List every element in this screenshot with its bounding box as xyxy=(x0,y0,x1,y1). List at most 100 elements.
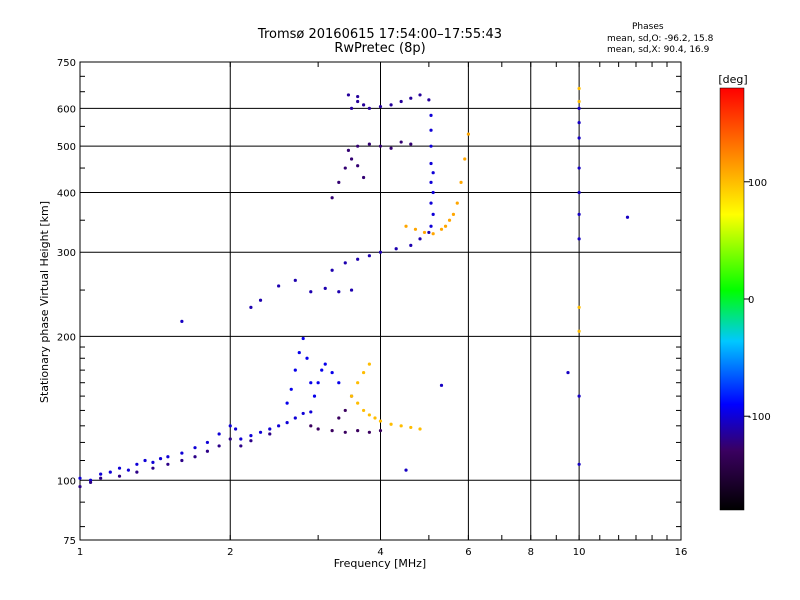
data-point xyxy=(367,430,371,434)
data-point xyxy=(356,401,360,405)
data-point xyxy=(577,136,581,140)
data-point xyxy=(323,362,327,366)
data-point xyxy=(330,370,334,375)
data-point xyxy=(439,383,444,387)
x-tick-label: 8 xyxy=(528,547,534,558)
data-point xyxy=(78,485,82,489)
data-point xyxy=(577,329,581,333)
data-point xyxy=(234,427,238,431)
data-point xyxy=(268,432,272,436)
data-point xyxy=(158,457,163,461)
data-point xyxy=(88,480,93,484)
data-point xyxy=(577,237,581,241)
data-point xyxy=(180,319,184,323)
data-point xyxy=(316,381,320,385)
data-point xyxy=(117,474,122,478)
x-axis-label: Frequency [MHz] xyxy=(334,557,426,570)
data-point xyxy=(205,449,210,453)
data-point xyxy=(566,370,570,375)
data-point xyxy=(409,96,413,100)
data-point xyxy=(337,381,341,385)
x-tick-label: 6 xyxy=(465,547,471,558)
colorbar-tick-label: 100 xyxy=(748,178,767,189)
data-point xyxy=(577,86,581,91)
data-point xyxy=(429,128,433,132)
data-point xyxy=(258,430,263,434)
data-point xyxy=(356,144,360,148)
data-point xyxy=(268,427,272,431)
data-point xyxy=(337,290,341,294)
data-point xyxy=(429,201,433,205)
data-point xyxy=(343,166,347,170)
data-point xyxy=(577,462,581,466)
data-point xyxy=(362,408,366,413)
data-point xyxy=(404,224,408,228)
data-point xyxy=(429,113,433,117)
data-point xyxy=(217,444,221,448)
data-point xyxy=(431,190,435,195)
data-point xyxy=(429,224,433,228)
data-point xyxy=(193,455,197,459)
data-point xyxy=(447,218,452,222)
colorbar-ticks: 100 0 -100 xyxy=(744,178,771,423)
data-point xyxy=(316,427,320,431)
data-point xyxy=(418,237,422,241)
data-point xyxy=(135,462,139,466)
data-point xyxy=(455,201,459,205)
data-point xyxy=(373,416,377,420)
data-point xyxy=(249,305,253,309)
data-point xyxy=(349,157,354,161)
data-points xyxy=(78,86,630,489)
y-tick-labels: 75 100 200 300 400 500 600 750 xyxy=(57,58,76,547)
data-point xyxy=(78,476,82,480)
data-point xyxy=(249,439,253,443)
data-point xyxy=(399,140,403,144)
data-point xyxy=(143,458,147,463)
data-point xyxy=(309,290,313,294)
data-point xyxy=(367,254,371,258)
data-point xyxy=(356,94,360,99)
data-point xyxy=(309,424,313,428)
phase-box-x: mean, sd,X: 90.4, 16.9 xyxy=(607,45,710,55)
data-point xyxy=(343,408,347,413)
data-point xyxy=(343,261,347,265)
data-point xyxy=(166,462,170,466)
data-point xyxy=(297,350,301,355)
data-point xyxy=(349,288,354,292)
data-point xyxy=(429,144,433,148)
data-point xyxy=(309,381,313,385)
data-point xyxy=(378,105,383,109)
data-point xyxy=(293,416,297,420)
data-point xyxy=(577,394,581,398)
data-point xyxy=(429,161,433,166)
y-tick-label: 400 xyxy=(57,188,76,199)
data-point xyxy=(108,470,112,474)
y-tick-label: 600 xyxy=(57,104,76,115)
x-tick-label: 2 xyxy=(227,547,233,558)
data-point xyxy=(151,466,155,470)
chart-title: Tromsø 20160615 17:54:00–17:55:43 xyxy=(257,27,503,42)
colorbar-label: [deg] xyxy=(718,73,747,86)
data-point xyxy=(228,437,232,441)
data-point xyxy=(427,230,431,235)
data-point xyxy=(459,180,463,184)
data-point xyxy=(418,427,422,431)
data-point xyxy=(378,250,383,254)
data-point xyxy=(577,212,581,216)
data-point xyxy=(126,468,130,472)
data-point xyxy=(117,466,122,470)
x-tick-label: 4 xyxy=(377,547,383,558)
data-point xyxy=(431,171,435,175)
x-tick-labels: 1 2 4 6 8 10 16 xyxy=(77,547,688,558)
data-point xyxy=(323,286,327,291)
data-point xyxy=(399,99,403,104)
data-point xyxy=(99,476,103,480)
data-point xyxy=(367,142,371,146)
data-point xyxy=(330,196,334,200)
data-point xyxy=(180,451,184,455)
data-point xyxy=(409,243,413,248)
data-point xyxy=(418,93,422,97)
data-point xyxy=(99,472,103,476)
colorbar-tick-label: 0 xyxy=(748,295,754,306)
